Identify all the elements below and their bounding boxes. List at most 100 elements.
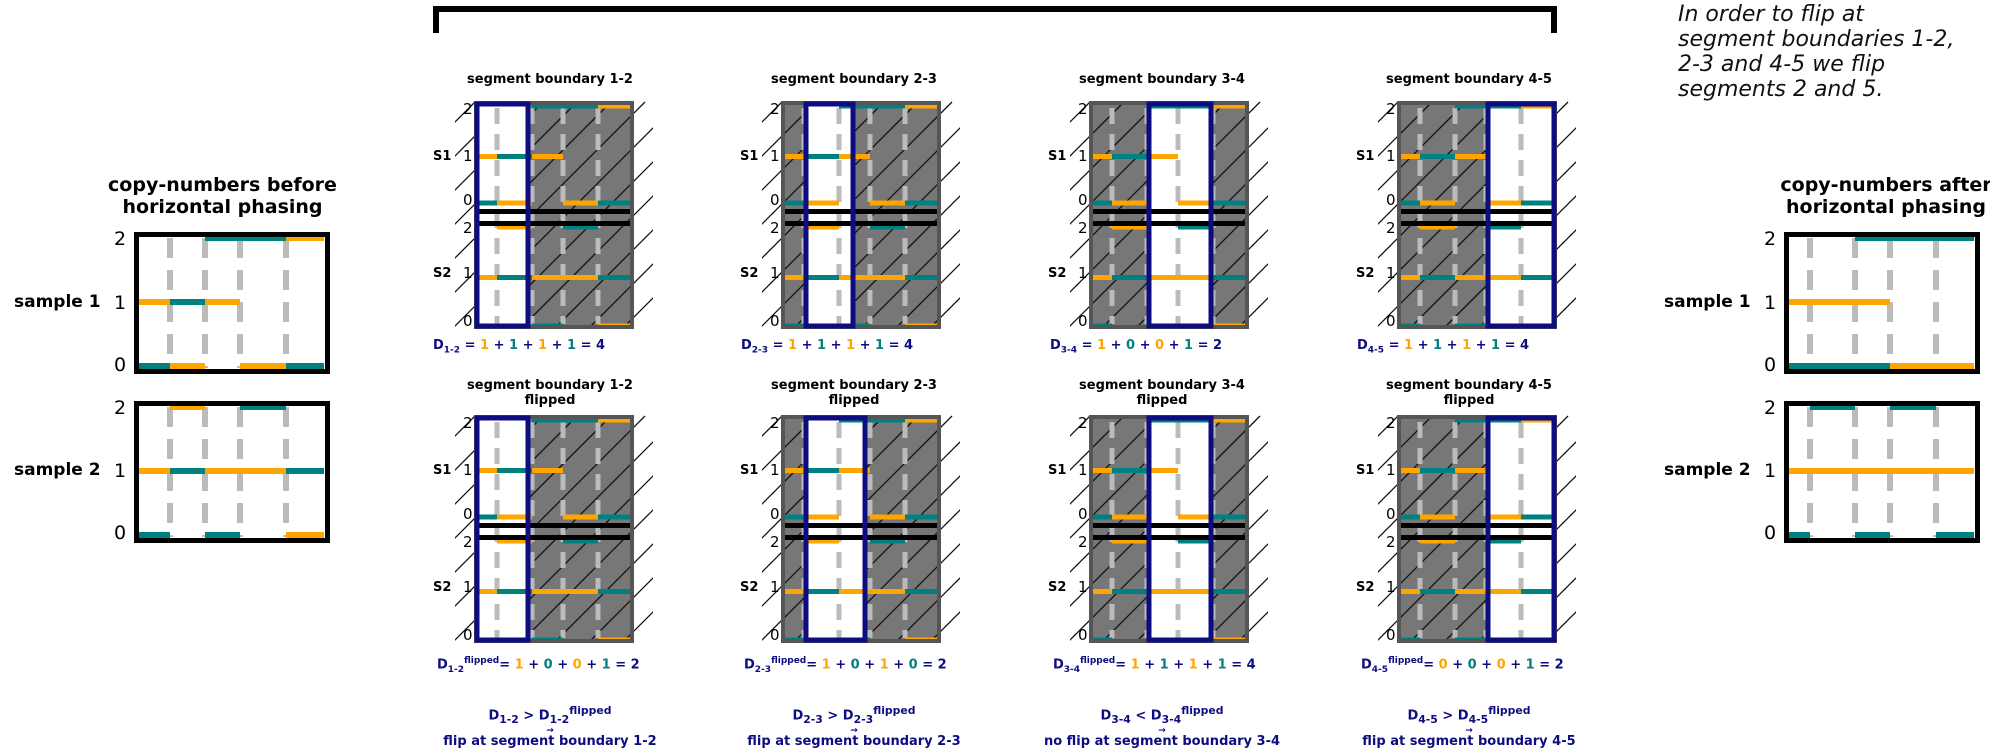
plot-frame	[1784, 401, 1980, 543]
tick-label: 0	[770, 191, 780, 209]
sample-separator	[1090, 535, 1248, 540]
panel-title-line: segment boundary 4-5	[1386, 378, 1552, 393]
formula-sub: 3-4	[1060, 345, 1078, 356]
term: 1	[846, 338, 856, 353]
distance-formula: D1-2 = 1 + 1 + 1 + 1 = 4	[433, 338, 606, 356]
term: 1	[1130, 657, 1140, 673]
tick-label: 2	[1078, 533, 1088, 551]
cmp-sub: 3-4	[1111, 712, 1131, 726]
arrow-icon: →	[1465, 725, 1473, 736]
before-sample2-plot	[134, 401, 330, 543]
cmp-sub: 2-3	[803, 712, 823, 726]
flipped-sup: flipped	[1388, 656, 1424, 666]
sample-label: S2	[1356, 265, 1375, 281]
flipped-distance-formula: D1-2flipped= 1 + 0 + 0 + 1 = 2	[437, 656, 640, 675]
note-line: segments 2 and 5.	[1678, 77, 1884, 102]
flipped-sup: flipped	[1181, 704, 1224, 717]
term: 1	[480, 338, 490, 353]
window-border	[1146, 415, 1214, 643]
term: 1	[1491, 338, 1501, 353]
tick-label: 1	[114, 460, 127, 482]
tick-label: 0	[1078, 312, 1088, 330]
comparison: D2-3 > D2-3flipped	[792, 704, 916, 726]
arrow-icon: →	[546, 725, 554, 736]
distance-formula: D2-3 = 1 + 1 + 1 + 1 = 4	[741, 338, 914, 356]
term: 0	[1126, 338, 1136, 353]
term: 0	[1467, 657, 1477, 673]
sample-label: S2	[1356, 579, 1375, 595]
cmp-op: >	[523, 708, 535, 724]
sample-label: S1	[1356, 148, 1375, 164]
tick-label: 1	[770, 577, 780, 596]
panel-title: segment boundary 3-4	[1079, 72, 1245, 87]
flipped-sup: flipped	[1488, 704, 1531, 717]
flipped-word: flipped	[1443, 393, 1495, 408]
comparison: D4-5 > D4-5flipped	[1407, 704, 1531, 726]
boundary-panel	[1378, 415, 1576, 643]
flipped-sup: flipped	[1080, 656, 1116, 666]
flipped-word: flipped	[524, 393, 576, 408]
sample-separator	[1398, 209, 1556, 214]
result: 2	[1213, 338, 1223, 353]
window-border	[803, 101, 856, 329]
formula-sub: 4-5	[1367, 345, 1385, 356]
tick-label: 0	[1764, 354, 1777, 376]
result: 2	[937, 657, 947, 673]
tick-label: 1	[463, 263, 473, 282]
term: 1	[1159, 657, 1169, 673]
tick-label: 1	[1764, 292, 1777, 314]
panel-title-line: segment boundary 2-3	[771, 378, 937, 393]
sample-separator	[475, 535, 633, 540]
before-sample2-label: sample 2	[14, 460, 101, 480]
comparison-block: D3-4 < D3-4flipped → no flip at segment …	[1012, 704, 1312, 749]
sample-separator	[1398, 523, 1556, 528]
cmp-op: <	[1135, 708, 1147, 724]
result: 2	[1554, 657, 1564, 673]
explanation-note: In order to flip at segment boundaries 1…	[1678, 2, 1954, 102]
decision-text: flip at segment boundary 2-3	[747, 733, 961, 749]
sample-label: S2	[1048, 265, 1067, 281]
tick-label: 2	[770, 414, 780, 432]
tick-label: 2	[1386, 219, 1396, 237]
tick-label: 2	[770, 100, 780, 118]
result: 4	[1520, 338, 1530, 353]
boundary-panel	[1070, 415, 1268, 643]
tick-label: 0	[1386, 191, 1396, 209]
decision-text: no flip at segment boundary 3-4	[1043, 733, 1281, 749]
tick-label: 2	[463, 219, 473, 237]
tick-label: 0	[1078, 626, 1088, 644]
flipped-distance-formula: D4-5flipped= 0 + 0 + 0 + 1 = 2	[1361, 656, 1564, 675]
tick-label: 0	[463, 312, 473, 330]
term: 0	[543, 657, 553, 673]
term: 1	[538, 338, 548, 353]
tick-label: 0	[1386, 626, 1396, 644]
term: 0	[1496, 657, 1506, 673]
formula-sub: 4-5	[1371, 664, 1389, 675]
term: 1	[567, 338, 577, 353]
panel-title-line: segment boundary 1-2	[467, 378, 633, 393]
tick-label: 1	[1386, 460, 1396, 479]
cmp-op: >	[1442, 708, 1454, 724]
cmp-sub: 4-5	[1418, 712, 1438, 726]
term: 1	[879, 657, 889, 673]
formula-sub: 2-3	[754, 664, 772, 675]
flipped-distance-formula: D2-3flipped= 1 + 0 + 1 + 0 = 2	[744, 656, 947, 675]
distance-formula: D3-4 = 1 + 0 + 0 + 1 = 2	[1050, 338, 1223, 356]
term: 0	[908, 657, 918, 673]
term: 1	[1462, 338, 1472, 353]
tick-label: 2	[114, 228, 127, 250]
sample-separator	[1090, 221, 1248, 226]
sample-separator	[475, 221, 633, 226]
sample-separator	[782, 535, 940, 540]
sample-separator	[1090, 523, 1248, 528]
before-title-line: copy-numbers before	[108, 174, 337, 196]
comparison: D1-2 > D1-2flipped	[488, 704, 612, 726]
term: 1	[1525, 657, 1535, 673]
tick-label: 2	[1078, 100, 1088, 118]
segment-dividers	[494, 108, 601, 324]
flipped-word: flipped	[828, 393, 880, 408]
arrow-icon: →	[850, 725, 858, 736]
tick-label: 2	[1764, 397, 1777, 419]
panel-title-flipped: segment boundary 2-3 flipped	[734, 378, 974, 408]
before-title: copy-numbers before horizontal phasing	[90, 174, 355, 218]
